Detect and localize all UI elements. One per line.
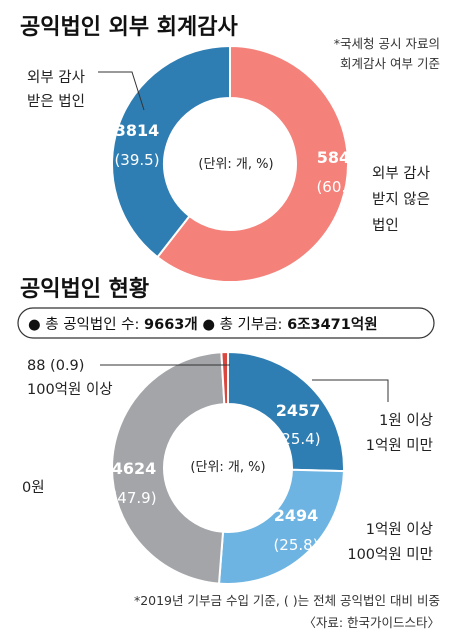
chart1-slice2-name-line-1: 외부 감사: [27, 69, 85, 86]
chart1-unit-label: (단위: 개, %): [198, 157, 273, 172]
chart2-slice2-name-line-2: 100억원 미만: [347, 546, 433, 563]
stats-line: ● 총 공익법인 수: 9663개 ● 총 기부금: 6조3471억원: [28, 315, 378, 333]
chart1-slice2-value: 3814: [115, 121, 160, 140]
chart1-hole: [164, 98, 296, 230]
chart1-slice2-percent: (39.5): [114, 151, 159, 169]
chart1-slice1-name-line-1: 외부 감사: [372, 165, 430, 182]
chart2-slice4-value: 88 (0.9): [27, 358, 84, 374]
chart2-slice1-name-line-2: 1억원 미만: [366, 437, 433, 454]
stats-box: [17, 307, 435, 339]
chart1-slice1-percent: (60.5): [316, 178, 361, 196]
chart1-slice2-leader: [98, 71, 145, 111]
chart2-slice3-percent: (47.9): [111, 489, 156, 507]
stat-2-label: ● 총 기부금:: [202, 316, 287, 333]
chart1-slice1-value: 5849: [317, 148, 362, 167]
chart2-slice1-name-line-1: 1원 이상: [379, 412, 433, 429]
chart2-hole: [164, 404, 292, 532]
chart2-slice1-value: 2457: [276, 401, 321, 420]
chart2-slice4-name: 100억원 이상: [27, 381, 113, 398]
chart2-title: 공익법인 현황: [20, 277, 149, 302]
chart1-note-line-2: 회계감사 여부 기준: [340, 56, 440, 71]
chart2-slice3-name: 0원: [22, 479, 45, 496]
chart2-slice1-leader: [312, 379, 389, 402]
footnote-line-2: 〈자료: 한국가이드스타〉: [303, 615, 440, 630]
chart1-slice1-name-line-3: 법인: [372, 217, 399, 234]
stat-1-label: ● 총 공익법인 수:: [28, 316, 144, 333]
chart1-donut: [111, 44, 349, 283]
chart1-note-line-1: *국세청 공시 자료의: [334, 36, 440, 51]
chart1-slice2-name-line-2: 받은 법인: [27, 93, 85, 110]
chart2-unit-label: (단위: 개, %): [190, 460, 265, 475]
chart2-donut: [111, 350, 345, 585]
chart1-title: 공익법인 외부 회계감사: [20, 15, 238, 40]
chart2-slice2-name-line-1: 1억원 이상: [366, 521, 433, 538]
chart2-slice2-percent: (25.8): [273, 536, 318, 554]
footnote-line-1: *2019년 기부금 수입 기준, ( )는 전체 공익법인 대비 비중: [134, 593, 440, 608]
chart2-slice2-value: 2494: [274, 506, 319, 525]
chart1-slice1-name-line-2: 받지 않은: [372, 191, 430, 208]
stat-2-value: 6조3471억원: [287, 315, 377, 333]
chart2-slice3-value: 4624: [112, 459, 157, 478]
chart2-slice1-percent: (25.4): [275, 430, 320, 448]
stat-1-value: 9663개: [144, 316, 198, 333]
